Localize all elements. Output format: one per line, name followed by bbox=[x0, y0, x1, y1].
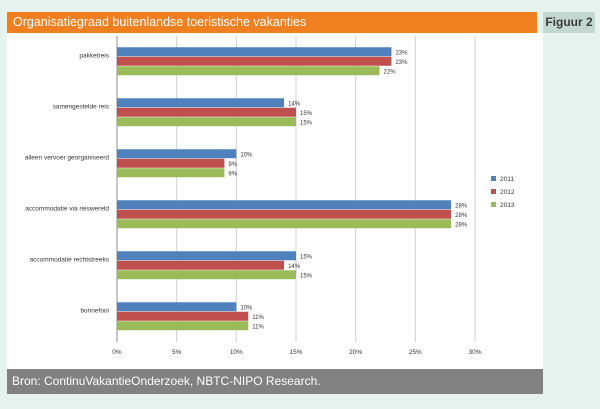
side-strip bbox=[543, 33, 595, 394]
x-tick-label: 0% bbox=[112, 349, 122, 356]
x-tick-label: 10% bbox=[230, 349, 243, 356]
bar bbox=[117, 219, 452, 229]
category-label: bonnefooi bbox=[80, 308, 109, 315]
data-label: 15% bbox=[300, 111, 313, 117]
data-label: 14% bbox=[288, 101, 301, 107]
bar bbox=[117, 200, 452, 210]
data-label: 11% bbox=[252, 324, 264, 330]
bar bbox=[117, 270, 296, 280]
bar bbox=[117, 302, 237, 312]
category-label: accommodatie via reiswereld bbox=[25, 206, 109, 213]
x-tick-label: 5% bbox=[172, 349, 182, 356]
data-label: 14% bbox=[288, 264, 301, 270]
bar bbox=[117, 149, 237, 159]
bar bbox=[117, 56, 392, 66]
legend-swatch bbox=[491, 202, 496, 207]
data-label: 15% bbox=[300, 254, 313, 260]
bar bbox=[117, 47, 392, 57]
bar bbox=[117, 98, 285, 108]
bar bbox=[117, 311, 249, 321]
bar bbox=[117, 251, 296, 261]
category-label: samengestelde reis bbox=[53, 104, 110, 111]
bar-chart: 0% 5% 10% 15% 20% 25% 30% pakketreis 23% 23% 22% sa… bbox=[25, 36, 515, 356]
data-label: 10% bbox=[240, 152, 253, 158]
figure-title: Organisatiegraad buitenlandse toeristisc… bbox=[7, 12, 537, 33]
bar bbox=[117, 158, 225, 168]
data-label: 28% bbox=[455, 203, 468, 209]
data-label: 15% bbox=[300, 120, 313, 126]
legend-swatch bbox=[491, 189, 496, 194]
source-note: Bron: ContinuVakantieOnderzoek, NBTC-NIP… bbox=[7, 369, 543, 394]
data-label: 23% bbox=[395, 60, 408, 66]
bar bbox=[117, 321, 249, 331]
category-label: alleen vervoer georganiseerd bbox=[25, 155, 110, 162]
figure-number-label: Figuur 2 bbox=[543, 12, 595, 33]
x-tick-label: 15% bbox=[289, 349, 302, 356]
legend-label: 2013 bbox=[500, 202, 515, 209]
chart-panel: 0% 5% 10% 15% 20% 25% 30% pakketreis 23% 23% 22% sa… bbox=[7, 33, 543, 369]
data-label: 28% bbox=[455, 213, 468, 219]
data-label: 22% bbox=[384, 69, 397, 75]
bar bbox=[117, 66, 380, 76]
data-label: 9% bbox=[228, 162, 237, 168]
data-label: 28% bbox=[455, 222, 468, 228]
data-label: 15% bbox=[300, 273, 313, 279]
legend-label: 2011 bbox=[500, 176, 514, 183]
x-tick-label: 30% bbox=[468, 349, 481, 356]
bar bbox=[117, 168, 225, 178]
bar bbox=[117, 117, 296, 127]
bar bbox=[117, 209, 452, 219]
x-tick-label: 20% bbox=[349, 349, 362, 356]
legend-label: 2012 bbox=[500, 189, 515, 196]
bar bbox=[117, 260, 285, 270]
legend-swatch bbox=[491, 176, 496, 181]
category-label: pakketreis bbox=[79, 53, 109, 60]
category-label: accommodatie rechtstreeks bbox=[30, 257, 110, 264]
data-label: 11% bbox=[252, 315, 264, 321]
data-label: 23% bbox=[395, 50, 408, 56]
bar bbox=[117, 107, 296, 117]
data-label: 10% bbox=[240, 305, 253, 311]
data-label: 9% bbox=[228, 171, 237, 177]
x-tick-label: 25% bbox=[409, 349, 422, 356]
